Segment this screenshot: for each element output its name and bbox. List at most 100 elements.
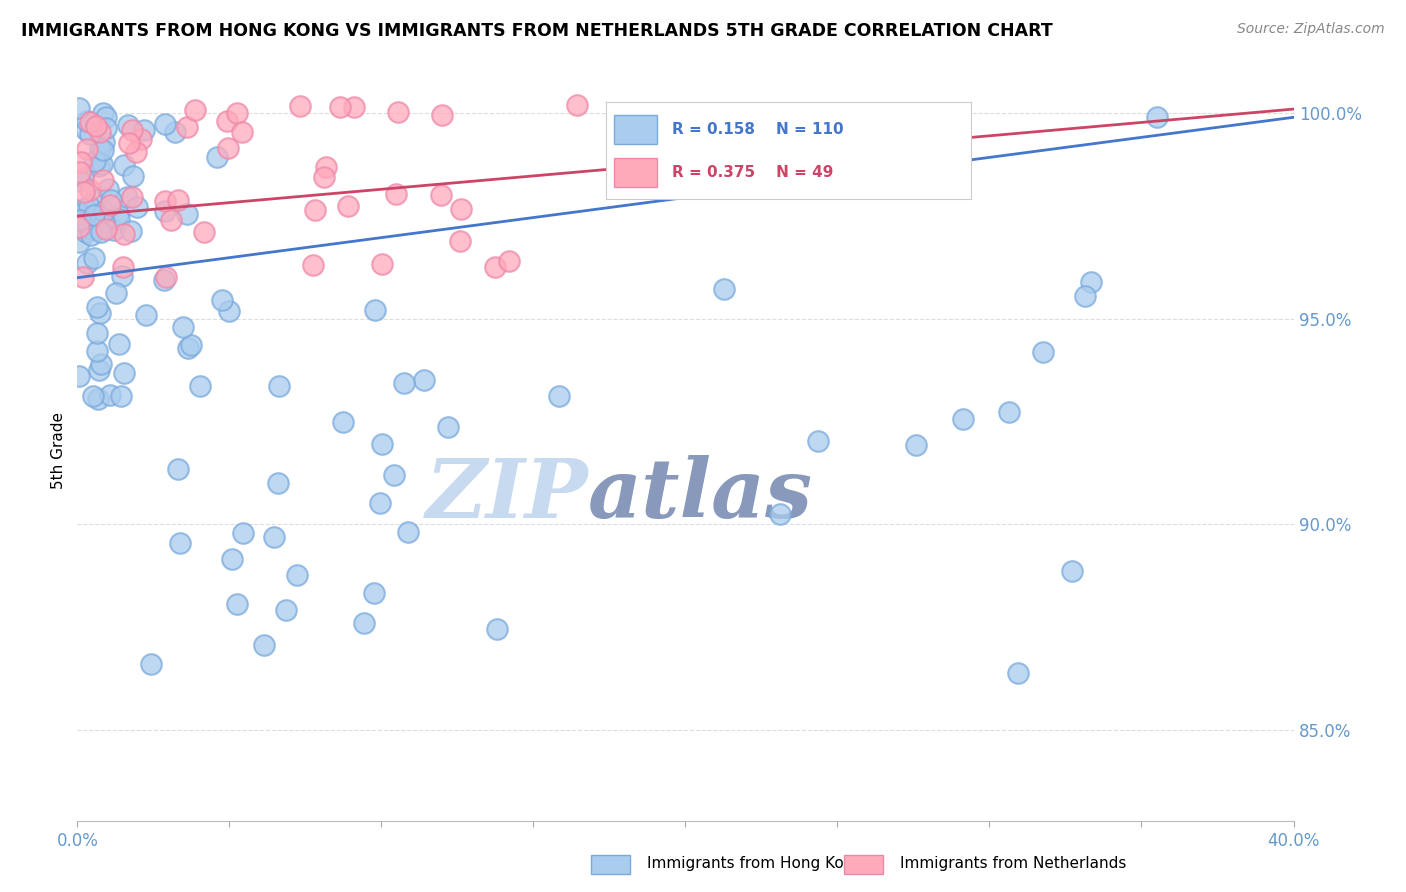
Point — [108, 212, 131, 227]
Point — [1007, 665, 1029, 680]
Point — [72, 270, 94, 285]
Point — [112, 227, 135, 241]
Point — [89, 142, 111, 156]
Point — [153, 203, 176, 218]
Point — [155, 269, 177, 284]
Point — [498, 253, 520, 268]
Point — [430, 188, 453, 202]
Point — [115, 190, 138, 204]
Point — [129, 132, 152, 146]
Point — [163, 125, 186, 139]
Point — [93, 214, 115, 228]
Point — [89, 306, 111, 320]
Point — [159, 212, 181, 227]
Point — [83, 153, 105, 168]
Point — [89, 125, 111, 139]
Y-axis label: 5th Grade: 5th Grade — [51, 412, 66, 489]
Point — [394, 376, 416, 390]
Point — [80, 207, 103, 221]
Point — [713, 282, 735, 296]
Point — [285, 568, 308, 582]
Point — [1032, 345, 1054, 359]
Point — [84, 119, 107, 133]
Point — [67, 235, 90, 250]
Point — [67, 369, 90, 384]
Point — [86, 344, 108, 359]
Point — [69, 174, 91, 188]
Point — [70, 216, 93, 230]
Point — [343, 100, 366, 114]
Point — [120, 224, 142, 238]
Point — [77, 221, 100, 235]
Point — [110, 389, 132, 403]
Point — [193, 225, 215, 239]
Point — [121, 190, 143, 204]
Point — [90, 225, 112, 239]
Point — [77, 199, 100, 213]
Point — [217, 113, 239, 128]
Point — [73, 201, 96, 215]
Point — [430, 108, 453, 122]
Point — [218, 304, 240, 318]
Point — [382, 467, 405, 482]
Point — [111, 260, 134, 274]
Point — [83, 193, 105, 207]
Point — [232, 526, 254, 541]
Point — [97, 182, 120, 196]
Point — [1074, 289, 1097, 303]
Point — [69, 165, 91, 179]
Point — [368, 496, 391, 510]
Point — [93, 203, 115, 218]
Point — [304, 202, 326, 217]
Point — [153, 194, 176, 209]
Point — [87, 222, 110, 236]
Point — [211, 293, 233, 307]
Point — [188, 379, 211, 393]
Point — [132, 123, 155, 137]
Point — [314, 170, 336, 185]
Point — [67, 101, 90, 115]
Point — [484, 260, 506, 274]
Text: Source: ZipAtlas.com: Source: ZipAtlas.com — [1237, 22, 1385, 37]
Text: atlas: atlas — [588, 455, 813, 535]
Point — [329, 100, 352, 114]
Point — [86, 300, 108, 314]
Point — [263, 530, 285, 544]
Point — [905, 438, 928, 452]
Point — [69, 212, 91, 227]
Point — [363, 586, 385, 600]
Point — [90, 357, 112, 371]
Point — [82, 389, 104, 403]
Point — [437, 420, 460, 434]
Point — [96, 222, 118, 236]
Point — [105, 286, 128, 301]
Point — [117, 118, 139, 132]
Point — [485, 622, 508, 636]
Point — [387, 104, 409, 119]
Point — [172, 319, 194, 334]
Point — [449, 235, 471, 249]
Point — [336, 199, 359, 213]
Point — [96, 110, 118, 124]
Point — [1060, 564, 1083, 578]
Point — [86, 326, 108, 340]
Text: Immigrants from Hong Kong: Immigrants from Hong Kong — [647, 856, 863, 871]
Point — [100, 198, 122, 212]
Point — [274, 603, 297, 617]
Point — [91, 105, 114, 120]
Point — [76, 256, 98, 270]
Point — [176, 207, 198, 221]
Point — [1146, 110, 1168, 124]
Point — [302, 258, 325, 272]
Point — [412, 373, 434, 387]
Point — [76, 114, 98, 128]
Point — [385, 187, 408, 202]
Point — [152, 273, 174, 287]
Point — [98, 388, 121, 402]
Point — [111, 268, 134, 283]
Point — [253, 638, 276, 652]
Point — [169, 536, 191, 550]
Point — [205, 150, 228, 164]
Point — [353, 616, 375, 631]
Point — [121, 122, 143, 136]
